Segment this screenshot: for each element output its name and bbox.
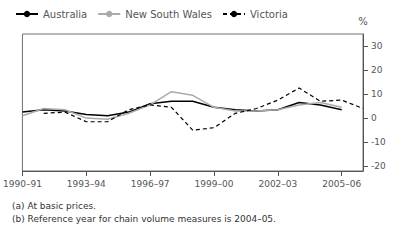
svg-text:20: 20 (371, 65, 383, 75)
svg-text:(b) Reference year for chain v: (b) Reference year for chain volume meas… (12, 214, 276, 224)
svg-text:0: 0 (371, 113, 377, 123)
svg-text:1990–91: 1990–91 (3, 179, 42, 189)
svg-text:New South Wales: New South Wales (125, 9, 212, 20)
svg-text:-10: -10 (371, 137, 386, 147)
svg-text:10: 10 (371, 89, 383, 99)
svg-text:1999–00: 1999–00 (195, 179, 234, 189)
svg-text:1993–94: 1993–94 (67, 179, 106, 189)
svg-text:30: 30 (371, 41, 383, 51)
svg-text:Victoria: Victoria (250, 9, 288, 20)
svg-text:Australia: Australia (43, 9, 87, 20)
svg-text:%: % (358, 16, 368, 27)
svg-text:(a) At basic prices.: (a) At basic prices. (12, 201, 96, 211)
svg-text:2002–03: 2002–03 (258, 179, 297, 189)
svg-text:2005–06: 2005–06 (322, 179, 361, 189)
svg-text:-20: -20 (371, 161, 386, 171)
svg-text:1996–97: 1996–97 (131, 179, 170, 189)
